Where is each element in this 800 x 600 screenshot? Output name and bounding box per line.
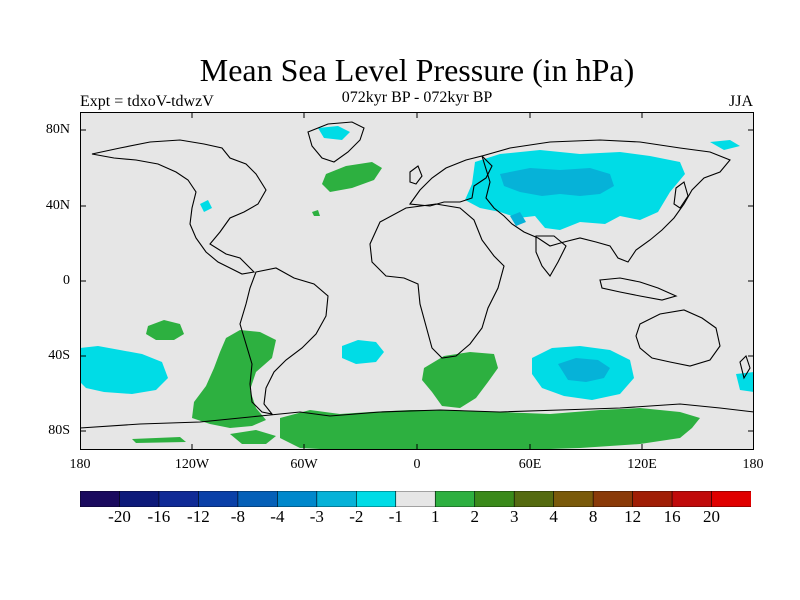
strong-negative-regions bbox=[500, 168, 614, 382]
colorbar-label: -3 bbox=[309, 507, 324, 526]
experiment-label: Expt = tdxoV-tdwzV bbox=[80, 93, 214, 110]
colorbar-label: 2 bbox=[470, 507, 479, 526]
new-zealand-outline bbox=[739, 354, 751, 380]
colorbar-swatch bbox=[632, 491, 673, 507]
colorbar-label: -8 bbox=[230, 507, 245, 526]
colorbar-swatch bbox=[316, 491, 358, 507]
x-tick-label: 120E bbox=[627, 457, 657, 472]
coastlines bbox=[80, 121, 754, 429]
colorbar-label: -16 bbox=[147, 507, 171, 526]
greenland-outline bbox=[307, 121, 365, 163]
y-tick-label: 40S bbox=[48, 348, 70, 363]
colorbar-swatch bbox=[80, 491, 121, 507]
colorbar-swatch bbox=[277, 491, 318, 507]
positive-anomaly-regions bbox=[132, 162, 700, 450]
y-tick-label: 80S bbox=[48, 423, 70, 438]
y-tick-label: 80N bbox=[45, 122, 70, 137]
colorbar-label: 12 bbox=[624, 507, 642, 526]
season-label: JJA bbox=[728, 93, 753, 110]
colorbar-swatch bbox=[513, 491, 555, 507]
colorbar-swatch bbox=[711, 491, 751, 507]
colorbar-swatch bbox=[434, 491, 476, 507]
colorbar-swatch bbox=[237, 491, 279, 507]
colorbar-swatch bbox=[355, 491, 397, 507]
colorbar-label: 8 bbox=[588, 507, 598, 526]
north-america-outline bbox=[91, 139, 267, 275]
colorbar-swatch bbox=[474, 491, 515, 507]
india-outline bbox=[535, 235, 567, 277]
colorbar-label: 20 bbox=[703, 507, 720, 526]
x-tick-label: 180 bbox=[742, 457, 764, 472]
colorbar-swatch bbox=[671, 491, 713, 507]
colorbar-label: 16 bbox=[663, 507, 681, 526]
y-tick-label: 40N bbox=[45, 198, 70, 213]
x-tick-label: 120W bbox=[174, 457, 210, 472]
pressure-map bbox=[80, 112, 754, 450]
colorbar-label: -2 bbox=[349, 507, 364, 526]
colorbar-label: -1 bbox=[388, 507, 403, 526]
colorbar-swatch bbox=[553, 491, 594, 507]
x-tick-label: 60E bbox=[518, 457, 542, 472]
colorbar-label: 3 bbox=[509, 507, 519, 526]
antarctica-outline bbox=[80, 403, 754, 429]
japan-outline bbox=[673, 181, 689, 209]
asia-outline bbox=[481, 139, 731, 263]
colorbar bbox=[80, 491, 751, 507]
indonesia-outline bbox=[599, 277, 678, 301]
tick-marks bbox=[80, 112, 754, 450]
y-tick-label: 0 bbox=[63, 273, 70, 288]
period-label: 072kyr BP - 072kyr BP bbox=[341, 89, 493, 106]
australia-outline bbox=[635, 309, 721, 367]
colorbar-swatch bbox=[198, 491, 239, 507]
colorbar-label: -20 bbox=[108, 507, 131, 526]
south-america-outline bbox=[239, 267, 329, 415]
colorbar-swatch bbox=[592, 491, 634, 507]
colorbar-swatch bbox=[395, 491, 437, 507]
x-tick-label: 0 bbox=[413, 457, 421, 472]
europe-outline bbox=[409, 155, 493, 207]
colorbar-swatch bbox=[119, 491, 160, 507]
uk-outline bbox=[409, 165, 423, 185]
colorbar-label: -4 bbox=[270, 507, 285, 526]
x-tick-label: 60W bbox=[290, 457, 318, 472]
colorbar-label: -12 bbox=[187, 507, 210, 526]
colorbar-swatch bbox=[158, 491, 200, 507]
africa-outline bbox=[369, 203, 505, 359]
x-tick-label: 180 bbox=[69, 457, 91, 472]
chart-title: Mean Sea Level Pressure (in hPa) bbox=[199, 52, 635, 88]
colorbar-label: 1 bbox=[430, 507, 440, 526]
colorbar-label: 4 bbox=[549, 507, 558, 526]
